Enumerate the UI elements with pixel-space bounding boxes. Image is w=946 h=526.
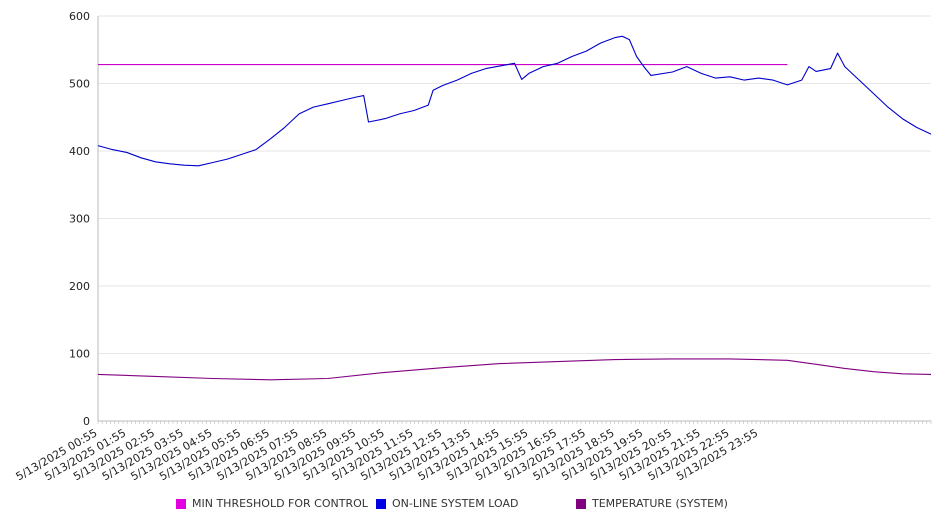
y-tick-label: 500 <box>69 78 90 91</box>
y-tick-label: 200 <box>69 280 90 293</box>
legend-label-system-load: ON-LINE SYSTEM LOAD <box>392 497 519 510</box>
legend: MIN THRESHOLD FOR CONTROL ON-LINE SYSTEM… <box>0 497 946 515</box>
grid-lines <box>98 15 931 354</box>
y-tick-label: 0 <box>83 415 90 428</box>
y-tick-label: 600 <box>69 10 90 23</box>
y-tick-label: 300 <box>69 213 90 226</box>
legend-item-system-load[interactable]: ON-LINE SYSTEM LOAD <box>376 497 518 510</box>
legend-swatch-min-threshold <box>176 498 186 509</box>
y-tick-label: 400 <box>69 145 90 158</box>
legend-swatch-system-load <box>376 498 386 509</box>
legend-item-temperature[interactable]: TEMPERATURE (SYSTEM) <box>576 497 728 510</box>
y-axis-ticks: 0 100 200 300 400 500 600 <box>69 10 90 428</box>
x-axis-ticks: 5/13/2025 00:555/13/2025 01:555/13/2025 … <box>14 426 760 483</box>
legend-item-min-threshold[interactable]: MIN THRESHOLD FOR CONTROL <box>176 497 368 510</box>
temperature-line <box>97 358 932 381</box>
y-tick-label: 100 <box>69 348 90 361</box>
legend-label-min-threshold: MIN THRESHOLD FOR CONTROL <box>192 497 368 510</box>
series-lines <box>97 35 932 381</box>
legend-swatch-temperature <box>576 498 586 509</box>
legend-label-temperature: TEMPERATURE (SYSTEM) <box>592 497 728 510</box>
axes <box>97 16 932 424</box>
system-load-line <box>97 35 932 167</box>
